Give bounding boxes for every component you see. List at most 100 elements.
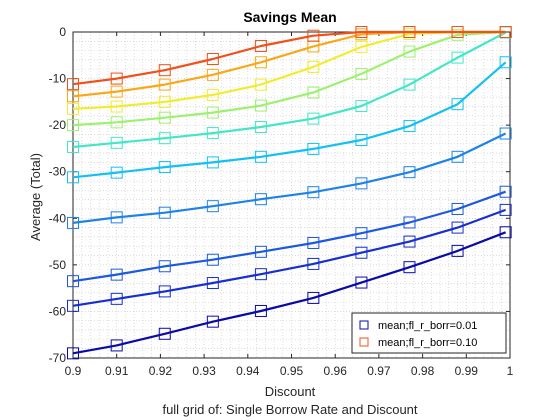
data-point	[67, 216, 79, 229]
data-point	[254, 56, 267, 69]
data-point	[206, 315, 219, 328]
axis-ticks: 0.9 0.91 0.92 0.93 0.94 0.95 0.96 0.97 0.98 0.99 1…	[49, 25, 514, 378]
data-point	[158, 285, 171, 298]
data-point	[67, 102, 79, 115]
data-point	[451, 98, 464, 111]
y-tick-label: -30	[49, 165, 67, 179]
y-tick-label: -10	[49, 72, 67, 86]
legend-label: mean;fl_r_borr=0.10	[378, 337, 477, 349]
data-point	[67, 171, 79, 184]
data-point	[355, 40, 368, 53]
data-point	[451, 202, 464, 215]
data-point	[206, 253, 219, 266]
x-tick-label: 0.98	[411, 364, 435, 378]
data-point	[254, 78, 267, 91]
legend-box	[351, 312, 507, 354]
x-tick-label: 0.99	[455, 364, 479, 378]
series-line	[72, 30, 506, 86]
data-point	[499, 127, 512, 140]
data-point	[254, 193, 267, 206]
data-point	[451, 26, 464, 38]
series-line	[72, 30, 506, 127]
series-10	[67, 26, 512, 91]
data-point	[499, 203, 512, 216]
data-point	[355, 276, 368, 289]
data-point	[355, 67, 368, 80]
x-tick-label: 0.96	[324, 364, 348, 378]
data-point	[355, 177, 368, 190]
series-line	[72, 132, 507, 224]
data-point	[254, 245, 267, 258]
data-point	[158, 206, 171, 219]
data-point	[355, 26, 368, 38]
data-point	[451, 221, 464, 234]
data-point	[307, 142, 320, 155]
series-line	[72, 61, 507, 179]
data-point	[206, 88, 219, 101]
data-point	[110, 72, 123, 85]
series-1	[67, 226, 512, 360]
series-7	[67, 26, 512, 132]
data-point	[206, 68, 219, 81]
data-point	[451, 51, 464, 64]
data-point	[110, 268, 123, 281]
data-point	[158, 111, 171, 124]
x-tick-label: 0.97	[367, 364, 391, 378]
data-point	[158, 161, 171, 174]
data-point	[206, 53, 219, 66]
y-tick-label: -40	[49, 211, 67, 225]
data-point	[403, 78, 416, 91]
data-point	[206, 277, 219, 290]
y-tick-label: -60	[49, 304, 67, 318]
legend-marker	[359, 337, 369, 347]
data-point	[499, 185, 512, 198]
data-point	[158, 64, 171, 77]
chart-title: Savings Mean	[243, 9, 336, 25]
data-point	[110, 116, 123, 129]
x-tick-label: 0.95	[280, 364, 304, 378]
data-point	[110, 136, 123, 149]
legend: mean;fl_r_borr=0.01 mean;fl_r_borr=0.10	[351, 312, 507, 354]
chart-subtitle: full grid of: Single Borrow Rate and Dis…	[162, 402, 417, 417]
series-line	[72, 190, 506, 283]
data-point	[307, 236, 320, 249]
data-point	[67, 299, 79, 312]
data-point	[254, 268, 267, 281]
data-point	[355, 134, 368, 147]
x-tick-label: 1	[507, 364, 514, 378]
data-point	[158, 260, 171, 273]
data-point	[307, 186, 320, 199]
data-point	[355, 100, 368, 113]
data-point	[403, 261, 416, 274]
y-tick-label: -20	[49, 118, 67, 132]
data-point	[110, 100, 123, 113]
data-point	[403, 216, 416, 229]
series-4	[67, 127, 512, 229]
data-point	[307, 112, 320, 125]
data-point	[67, 141, 79, 154]
data-point	[67, 90, 79, 103]
x-axis-label: Discount	[265, 384, 316, 399]
series-line	[72, 31, 507, 149]
series-group	[67, 26, 512, 360]
data-point	[307, 86, 320, 99]
data-point	[110, 339, 123, 352]
series-2	[67, 203, 512, 312]
data-point	[307, 257, 320, 270]
x-tick-label: 0.93	[192, 364, 216, 378]
data-point	[110, 85, 123, 98]
x-tick-label: 0.91	[105, 364, 129, 378]
data-point	[499, 56, 512, 69]
y-tick-label: -70	[49, 351, 67, 365]
y-axis-label: Average (Total)	[28, 153, 43, 241]
series-line	[72, 231, 506, 355]
data-point	[403, 26, 416, 38]
data-point	[307, 60, 320, 73]
data-point	[254, 304, 267, 317]
data-point	[158, 132, 171, 145]
data-point	[67, 275, 79, 288]
data-point	[307, 291, 320, 304]
data-point	[67, 78, 79, 91]
